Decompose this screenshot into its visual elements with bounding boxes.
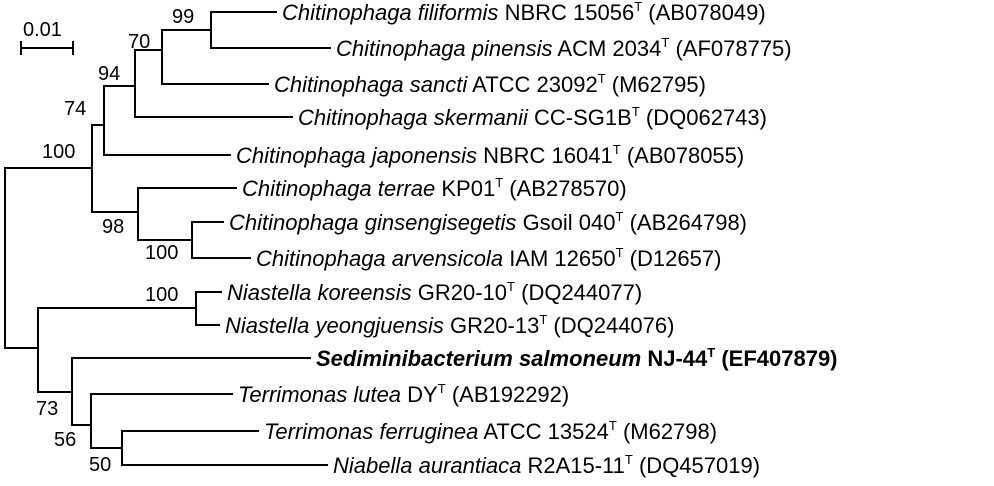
taxon-label: Chitinophaga terrae KP01T (AB278570)	[242, 175, 627, 201]
bootstrap-100-ginseng-arv: 100	[145, 242, 178, 264]
taxon-label: Chitinophaga japonensis NBRC 16041T (AB0…	[236, 142, 744, 168]
scale-bar: 0.01	[20, 19, 74, 55]
taxon-label: Chitinophaga ginsengisegetis Gsoil 040T …	[229, 209, 747, 235]
bootstrap-100-niastella: 100	[145, 284, 178, 306]
bootstrap-values: 99 70 94 74 100 98 100 100 73 56 50	[36, 6, 194, 476]
taxon-label: Chitinophaga sancti ATCC 23092T (M62795)	[274, 71, 706, 97]
taxon-label: Chitinophaga filiformis NBRC 15056T (AB0…	[282, 0, 766, 25]
taxon-label: Niastella koreensis GR20-10T (DQ244077)	[227, 279, 642, 305]
bootstrap-98: 98	[102, 216, 124, 238]
bootstrap-74: 74	[64, 98, 86, 120]
taxon-label-highlighted: Sediminibacterium salmoneum NJ-44T (EF40…	[316, 345, 838, 371]
taxon-label: Chitinophaga pinensis ACM 2034T (AF07877…	[336, 35, 792, 61]
tree-branches	[4, 11, 331, 466]
scale-bar-label: 0.01	[23, 19, 62, 41]
taxon-label: Niastella yeongjuensis GR20-13T (DQ24407…	[225, 312, 674, 338]
taxon-label: Chitinophaga skermanii CC-SG1BT (DQ06274…	[298, 104, 767, 130]
bootstrap-94: 94	[98, 63, 120, 85]
taxon-labels: Chitinophaga filiformis NBRC 15056T (AB0…	[225, 0, 838, 478]
taxon-label: Terrimonas ferruginea ATCC 13524T (M6279…	[264, 418, 717, 444]
bootstrap-99: 99	[172, 6, 194, 28]
taxon-label: Chitinophaga arvensicola IAM 12650T (D12…	[256, 245, 721, 271]
bootstrap-73: 73	[36, 398, 58, 420]
bootstrap-56: 56	[54, 429, 76, 451]
bootstrap-50: 50	[89, 454, 111, 476]
bootstrap-70: 70	[128, 31, 150, 53]
taxon-label: Terrimonas lutea DYT (AB192292)	[238, 381, 569, 407]
taxon-label: Niabella aurantiaca R2A15-11T (DQ457019)	[333, 452, 760, 478]
bootstrap-100-chitinophaga: 100	[42, 141, 75, 163]
